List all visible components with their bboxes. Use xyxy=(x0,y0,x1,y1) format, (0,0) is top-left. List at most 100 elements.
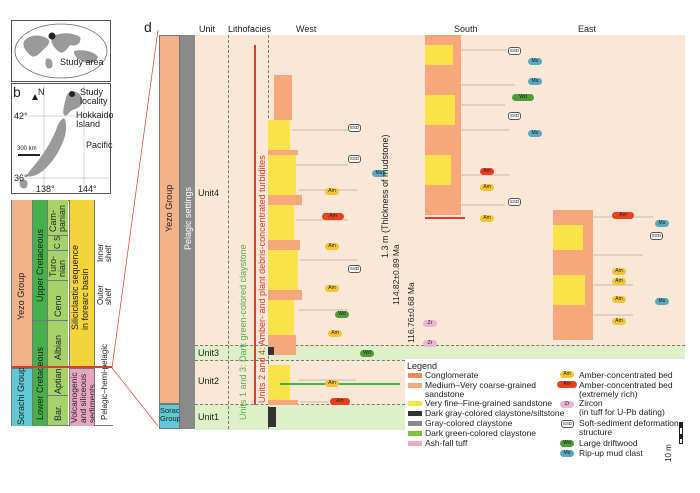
pelagic-column xyxy=(180,35,195,429)
mu-symbol-s3: Mu xyxy=(528,130,542,137)
age-label-2: 116.76±0.68 Ma xyxy=(406,282,416,343)
legend-ssd-icon: SSD xyxy=(561,420,574,428)
hokkaido-label: Hokkaido Island xyxy=(76,110,114,130)
pelagic-label: Pelagic–hemi-pelagic xyxy=(100,343,109,420)
am-rich-symbol-w1: Am xyxy=(322,213,344,220)
am-symbol-e1: Am xyxy=(612,268,626,275)
siliciclastic-label: Siliciclastic sequence in forearc basin xyxy=(70,244,90,330)
am-rich-symbol-w2: Am xyxy=(330,398,350,405)
bar-label: Bar. xyxy=(53,404,63,421)
thickness-label: 1.3 m (Thickness of mudstone) xyxy=(380,134,390,258)
legend-swatch-dark-gray xyxy=(408,411,422,416)
siliciclastic-cell xyxy=(69,200,94,368)
study-locality-label: Study locality xyxy=(80,87,108,107)
yezo-group-column xyxy=(159,35,180,404)
legend-dark-gray: Dark gray-colored claystone/siltstone xyxy=(425,408,565,418)
legend-ash-tuff: Ash-fall tuff xyxy=(425,438,468,448)
pacific-label: Pacific xyxy=(86,140,113,150)
japan-map-frame: b N 42° 36° 138° 144° 300 km Study local… xyxy=(11,83,114,194)
am-symbol-s1: Am xyxy=(480,184,494,191)
upper-cretaceous-cell xyxy=(33,200,48,320)
study-area-dot xyxy=(48,32,56,40)
wd-symbol-w2: Wd xyxy=(360,350,374,357)
am-symbol-w5: Am xyxy=(325,380,339,387)
legend-am-rich: Amber-concentrated bed (extremely rich) xyxy=(579,380,673,399)
legend-swatch-conglomerate xyxy=(408,373,422,378)
mu-symbol-s1: Mu xyxy=(528,58,542,65)
header-unit: Unit xyxy=(199,24,216,34)
ceno-label: Ceno xyxy=(53,295,63,317)
mu-symbol-e2: Mu xyxy=(655,298,669,305)
legend-mu-icon: Mu xyxy=(560,450,574,457)
north-arrow-icon xyxy=(32,94,38,100)
legend-gray: Gray-colored claystone xyxy=(425,418,513,428)
header-lithofacies: Lithofacies xyxy=(228,24,272,34)
ssd-symbol-s2: SSD xyxy=(508,112,521,120)
ssd-symbol-w2: SSD xyxy=(348,155,361,163)
study-area-label: Study area xyxy=(60,57,104,67)
legend-swatch-ash-tuff xyxy=(408,441,422,446)
stage-column xyxy=(48,200,68,425)
unit3-background xyxy=(195,345,685,360)
connector-lines xyxy=(112,30,159,427)
am-rich-symbol-e1: Am xyxy=(612,212,634,219)
legend-zr: Zircon (in tuff for U-Pb dating) xyxy=(579,398,665,417)
legend-swatch-sandstone-fine xyxy=(408,401,422,406)
south-column xyxy=(425,35,515,219)
lat-36: 36° xyxy=(14,173,28,183)
legend-title: Legend xyxy=(407,361,438,371)
sorachi-group-d-label: Sorachi Group xyxy=(160,406,186,424)
am-symbol-e2: Am xyxy=(612,278,626,285)
world-map xyxy=(14,23,108,79)
volcanogenic-label: Volcanogenic and siliceous sediments xyxy=(69,372,97,423)
legend-box xyxy=(405,359,685,434)
wd-symbol-w1: Wd xyxy=(335,311,349,318)
am-symbol-w3: Am xyxy=(325,285,339,292)
am-symbol-w1: Am xyxy=(325,188,339,195)
unit2-label: Unit2 xyxy=(198,376,220,386)
unit1-label: Unit1 xyxy=(198,412,220,422)
volcanogenic-cell xyxy=(69,368,94,426)
study-locality-dot xyxy=(69,91,75,97)
north-label: N xyxy=(38,87,45,97)
units24-line xyxy=(254,45,256,405)
legend-swatch-sandstone-coarse xyxy=(408,383,422,388)
lon-144: 144° xyxy=(78,184,97,194)
legend-swatch-dark-green xyxy=(408,431,422,436)
scale-10m-label: 10 m xyxy=(664,444,673,462)
am-symbol-w4: Am xyxy=(328,330,342,337)
scale-bar xyxy=(18,154,40,156)
sorachi-group-cell xyxy=(12,368,33,426)
ssd-symbol-s3: SSD xyxy=(508,198,521,206)
sorachi-group-column xyxy=(159,404,180,429)
am-symbol-e3: Am xyxy=(612,296,626,303)
unit3-label: Unit3 xyxy=(198,348,220,358)
legend-sandstone-coarse: Medium–Very coarse-grained sandstone xyxy=(425,380,537,399)
legend-mu: Rip-up mud clast xyxy=(579,448,643,458)
wd-symbol-s1: Wd xyxy=(512,94,534,101)
unit2-background xyxy=(195,360,405,405)
scale-label: 300 km xyxy=(17,146,37,152)
yezo-group-d-label: Yezo Group xyxy=(164,184,174,232)
environment-column xyxy=(94,200,113,425)
world-map-frame: Study area xyxy=(11,20,111,82)
pelagic-settings-label: Pelagic settings xyxy=(183,186,193,250)
mu-symbol-e1: Mu xyxy=(655,220,669,227)
am-rich-symbol-s1: Am xyxy=(480,168,494,175)
mu-symbol-w1: Mu xyxy=(372,170,386,177)
age-label-1: 114.82±0.89 Ma xyxy=(391,244,401,305)
lon-138: 138° xyxy=(36,184,55,194)
zr-symbol-2: Zr xyxy=(423,340,437,347)
units24-label: Units 2 and 4: Amber- and plant debris-c… xyxy=(257,155,267,403)
panel-d-letter: d xyxy=(144,19,152,35)
am-symbol-s2: Am xyxy=(480,215,494,222)
legend-am-rich-icon: Am xyxy=(557,381,577,388)
legend-ssd: Soft-sediment deformation structure xyxy=(579,418,679,437)
legend-swatch-gray xyxy=(408,421,422,426)
japan-map xyxy=(13,85,109,192)
lat-42: 42° xyxy=(14,111,28,121)
units13-label: Units 1 and 3: Dark green-colored clayst… xyxy=(238,244,248,420)
ssd-symbol-s1: SSD xyxy=(508,47,521,55)
yezo-group-cell xyxy=(12,200,33,368)
header-south: South xyxy=(454,24,478,34)
